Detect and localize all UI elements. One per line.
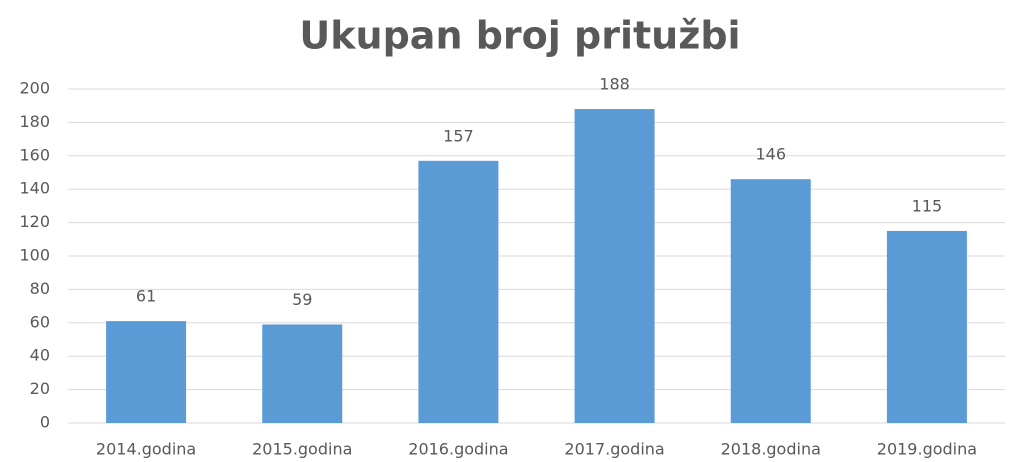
- value-label: 59: [292, 290, 312, 309]
- bar: [418, 160, 499, 423]
- value-label: 157: [443, 126, 474, 145]
- y-tick-label: 60: [30, 312, 50, 331]
- y-tick-label: 160: [19, 145, 50, 164]
- value-label: 146: [755, 145, 786, 164]
- y-tick-label: 20: [30, 379, 50, 398]
- y-tick-label: 200: [19, 79, 50, 98]
- value-label: 61: [136, 287, 156, 306]
- bar: [106, 321, 187, 423]
- value-label: 188: [599, 75, 630, 94]
- value-label: 115: [912, 196, 943, 215]
- x-tick-label: 2016.godina: [408, 440, 508, 459]
- bar: [574, 109, 655, 423]
- x-tick-label: 2014.godina: [96, 440, 196, 459]
- bar: [886, 230, 967, 423]
- x-tick-label: 2017.godina: [564, 440, 664, 459]
- y-tick-label: 0: [40, 413, 50, 432]
- bar: [262, 324, 343, 423]
- x-tick-label: 2018.godina: [721, 440, 821, 459]
- y-tick-label: 100: [19, 246, 50, 265]
- x-tick-label: 2015.godina: [252, 440, 352, 459]
- y-tick-label: 140: [19, 179, 50, 198]
- bar: [730, 179, 811, 423]
- x-tick-label: 2019.godina: [877, 440, 977, 459]
- y-tick-label: 120: [19, 212, 50, 231]
- y-tick-label: 180: [19, 112, 50, 131]
- chart-title: Ukupan broj pritužbi: [299, 14, 740, 58]
- y-tick-label: 40: [30, 346, 50, 365]
- y-tick-label: 80: [30, 279, 50, 298]
